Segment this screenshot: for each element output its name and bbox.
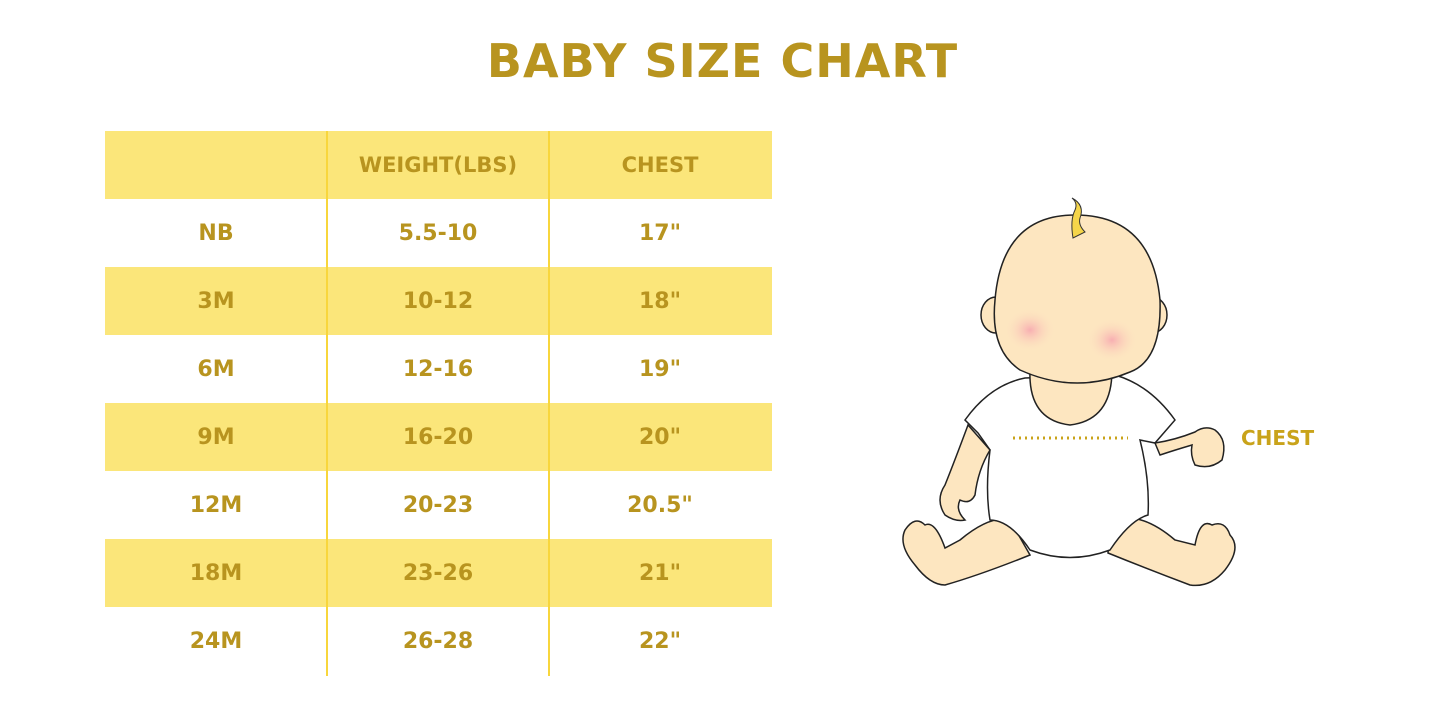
right-arm (1153, 427, 1225, 468)
head (993, 214, 1161, 384)
column-divider (326, 131, 328, 676)
size-cell: 9M (197, 424, 235, 450)
header-cell: CHEST (621, 153, 699, 177)
table-row: 24M 26-28 22" (105, 607, 772, 675)
table-header-row: WEIGHT(LBS) CHEST (105, 131, 772, 199)
header-cell: WEIGHT(LBS) (358, 153, 518, 177)
weight-cell: 20-23 (402, 492, 474, 518)
size-cell: 12M (189, 492, 243, 518)
left-leg (902, 518, 1032, 586)
table-row: 18M 23-26 21" (105, 539, 772, 607)
size-cell: 3M (197, 288, 235, 314)
size-table: WEIGHT(LBS) CHEST NB 5.5-10 17" 3M 10-12 18" 6… (105, 131, 772, 675)
size-cell: 18M (189, 560, 243, 586)
table-row: 3M 10-12 18" (105, 267, 772, 335)
chest-cell: 19" (638, 356, 682, 382)
hair-curl (1071, 197, 1086, 239)
weight-cell: 12-16 (402, 356, 474, 382)
neck (1029, 369, 1113, 426)
size-cell: NB (198, 220, 234, 246)
left-arm (939, 423, 991, 522)
weight-cell: 10-12 (402, 288, 474, 314)
table-row: NB 5.5-10 17" (105, 199, 772, 267)
chest-cell: 17" (638, 220, 682, 246)
page-title: BABY SIZE CHART (486, 34, 959, 88)
right-leg (1107, 516, 1236, 587)
chest-cell: 20" (638, 424, 682, 450)
table-row: 12M 20-23 20.5" (105, 471, 772, 539)
weight-cell: 26-28 (402, 628, 474, 654)
table-row: 9M 16-20 20" (105, 403, 772, 471)
column-divider (548, 131, 550, 676)
size-cell: 24M (189, 628, 243, 654)
chest-cell: 21" (638, 560, 682, 586)
chest-cell: 18" (638, 288, 682, 314)
table-row: 6M 12-16 19" (105, 335, 772, 403)
weight-cell: 16-20 (402, 424, 474, 450)
chest-cell: 20.5" (627, 492, 693, 518)
chest-cell: 22" (638, 628, 682, 654)
size-cell: 6M (197, 356, 235, 382)
weight-cell: 5.5-10 (398, 220, 478, 246)
weight-cell: 23-26 (402, 560, 474, 586)
chest-label: CHEST (1241, 426, 1315, 450)
